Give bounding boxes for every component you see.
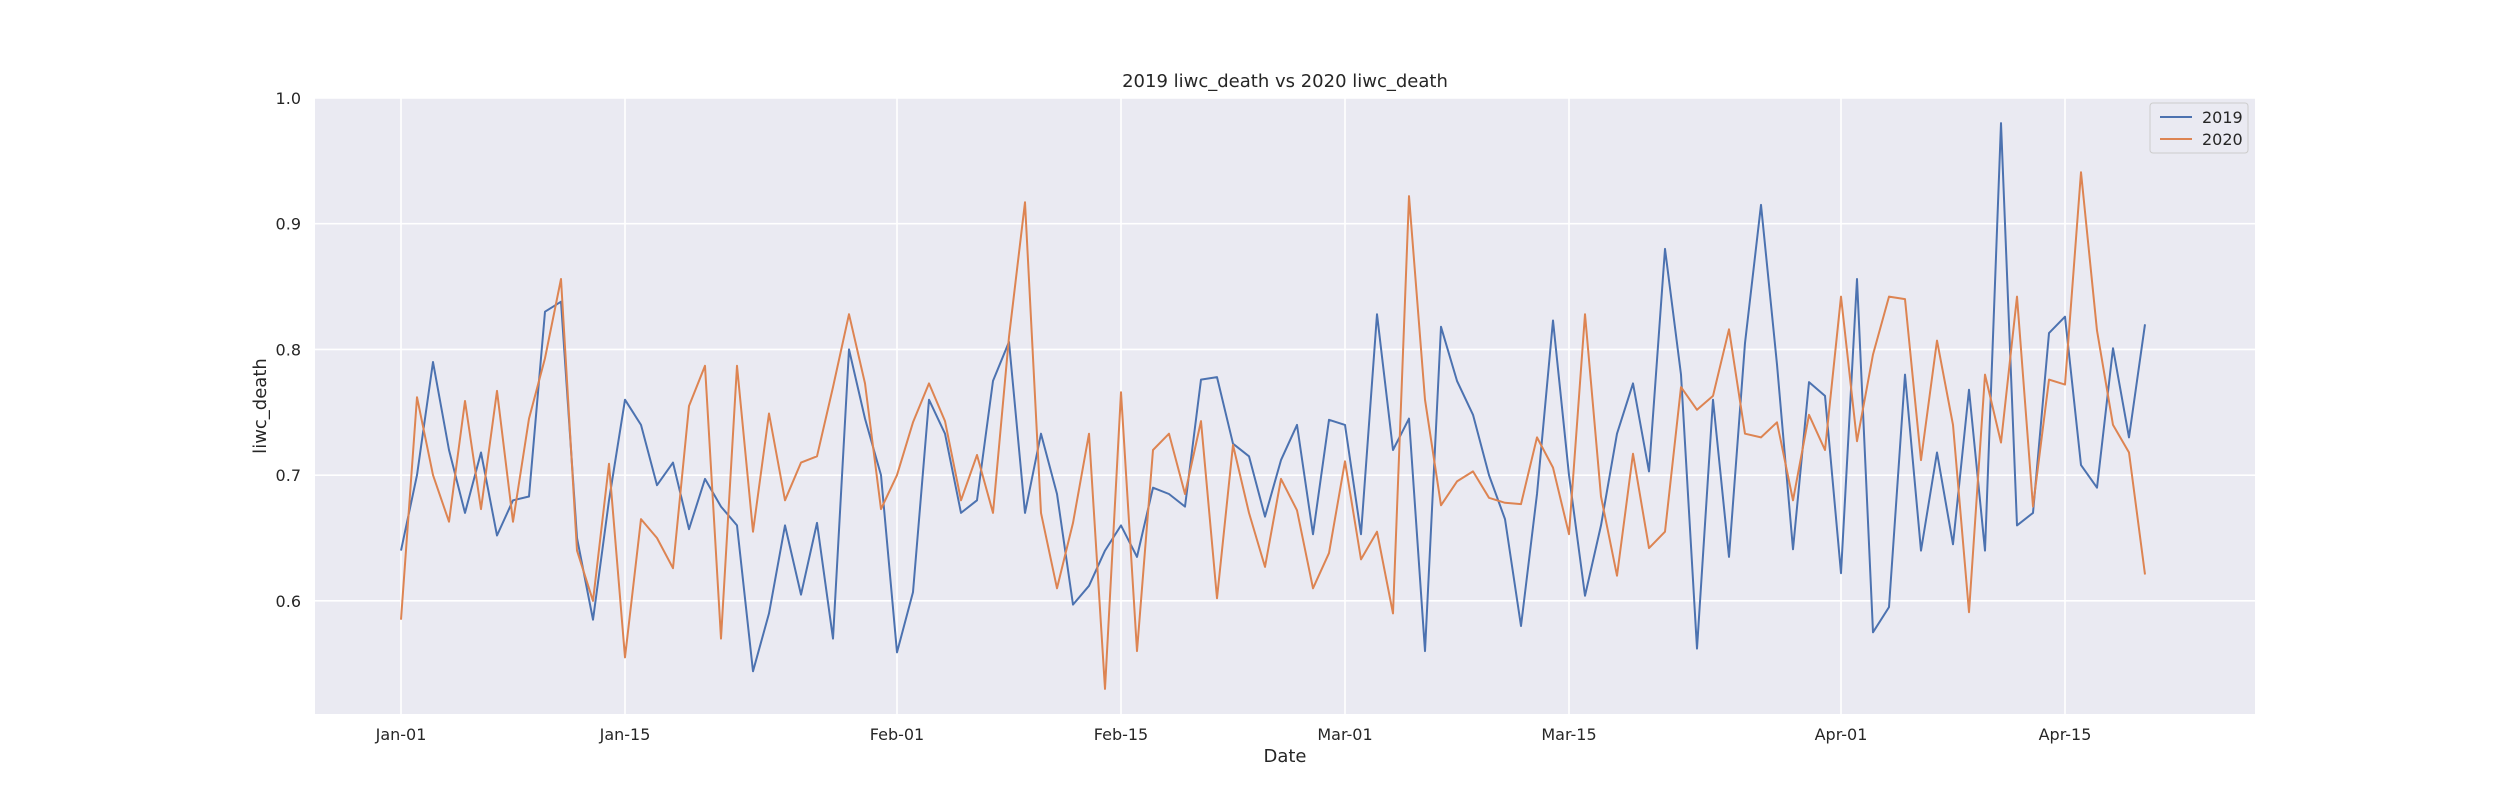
- grid-lines: [315, 97, 2255, 714]
- x-axis-label: Date: [1263, 746, 1306, 767]
- legend-label-2019: 2019: [2202, 108, 2243, 127]
- y-tick-label: 0.9: [276, 215, 301, 234]
- plot-area-background: [315, 98, 2255, 714]
- series-lines: [400, 122, 2146, 690]
- series-line-2020: [400, 171, 2146, 690]
- y-tick-label: 0.6: [276, 592, 301, 611]
- chart-title: 2019 liwc_death vs 2020 liwc_death: [1122, 71, 1448, 92]
- y-axis-ticks: 0.6 0.7 0.8 0.9 1.0: [276, 89, 301, 611]
- legend-box: [2149, 102, 2249, 154]
- x-tick-label: Jan-01: [375, 725, 427, 744]
- y-tick-label: 1.0: [276, 89, 301, 108]
- x-axis-ticks: Jan-01 Jan-15 Feb-01 Feb-15 Mar-01 Mar-15 Apr-…: [375, 725, 2092, 744]
- y-axis-label: liwc_death: [250, 358, 271, 454]
- x-tick-label: Feb-01: [870, 725, 924, 744]
- x-tick-label: Mar-15: [1541, 725, 1596, 744]
- x-tick-label: Apr-15: [2039, 725, 2092, 744]
- legend-label-2020: 2020: [2202, 130, 2243, 149]
- x-tick-label: Apr-01: [1815, 725, 1868, 744]
- x-tick-label: Jan-15: [599, 725, 651, 744]
- y-tick-label: 0.8: [276, 340, 301, 359]
- x-tick-label: Mar-01: [1317, 725, 1372, 744]
- legend: 2019 2020: [2149, 102, 2249, 154]
- x-tick-label: Feb-15: [1094, 725, 1148, 744]
- series-line-2019: [400, 122, 2146, 673]
- y-tick-label: 0.7: [276, 466, 301, 485]
